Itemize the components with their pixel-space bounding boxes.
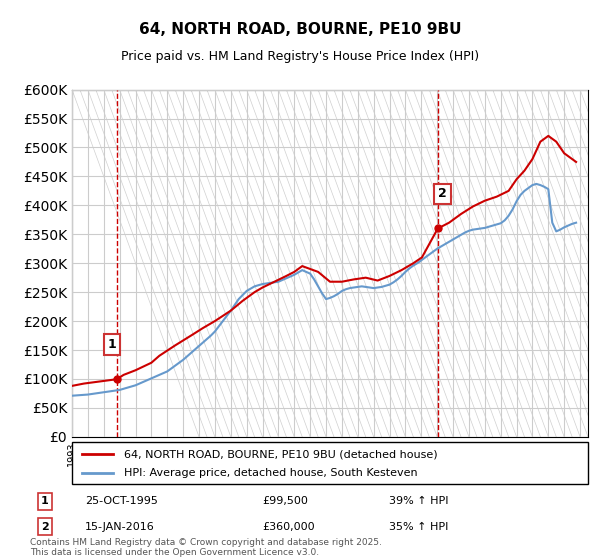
- Text: 35% ↑ HPI: 35% ↑ HPI: [389, 521, 448, 531]
- Text: 64, NORTH ROAD, BOURNE, PE10 9BU (detached house): 64, NORTH ROAD, BOURNE, PE10 9BU (detach…: [124, 449, 437, 459]
- Text: 1: 1: [41, 496, 49, 506]
- Text: 25-OCT-1995: 25-OCT-1995: [85, 496, 158, 506]
- FancyBboxPatch shape: [72, 442, 588, 484]
- Text: 2: 2: [41, 521, 49, 531]
- Text: £360,000: £360,000: [262, 521, 314, 531]
- Text: 1: 1: [107, 338, 116, 351]
- Text: Price paid vs. HM Land Registry's House Price Index (HPI): Price paid vs. HM Land Registry's House …: [121, 50, 479, 63]
- Text: 15-JAN-2016: 15-JAN-2016: [85, 521, 155, 531]
- Text: 64, NORTH ROAD, BOURNE, PE10 9BU: 64, NORTH ROAD, BOURNE, PE10 9BU: [139, 22, 461, 38]
- Text: £99,500: £99,500: [262, 496, 308, 506]
- Text: HPI: Average price, detached house, South Kesteven: HPI: Average price, detached house, Sout…: [124, 468, 417, 478]
- Text: Contains HM Land Registry data © Crown copyright and database right 2025.
This d: Contains HM Land Registry data © Crown c…: [30, 538, 382, 557]
- Text: 2: 2: [438, 187, 447, 200]
- Text: 39% ↑ HPI: 39% ↑ HPI: [389, 496, 448, 506]
